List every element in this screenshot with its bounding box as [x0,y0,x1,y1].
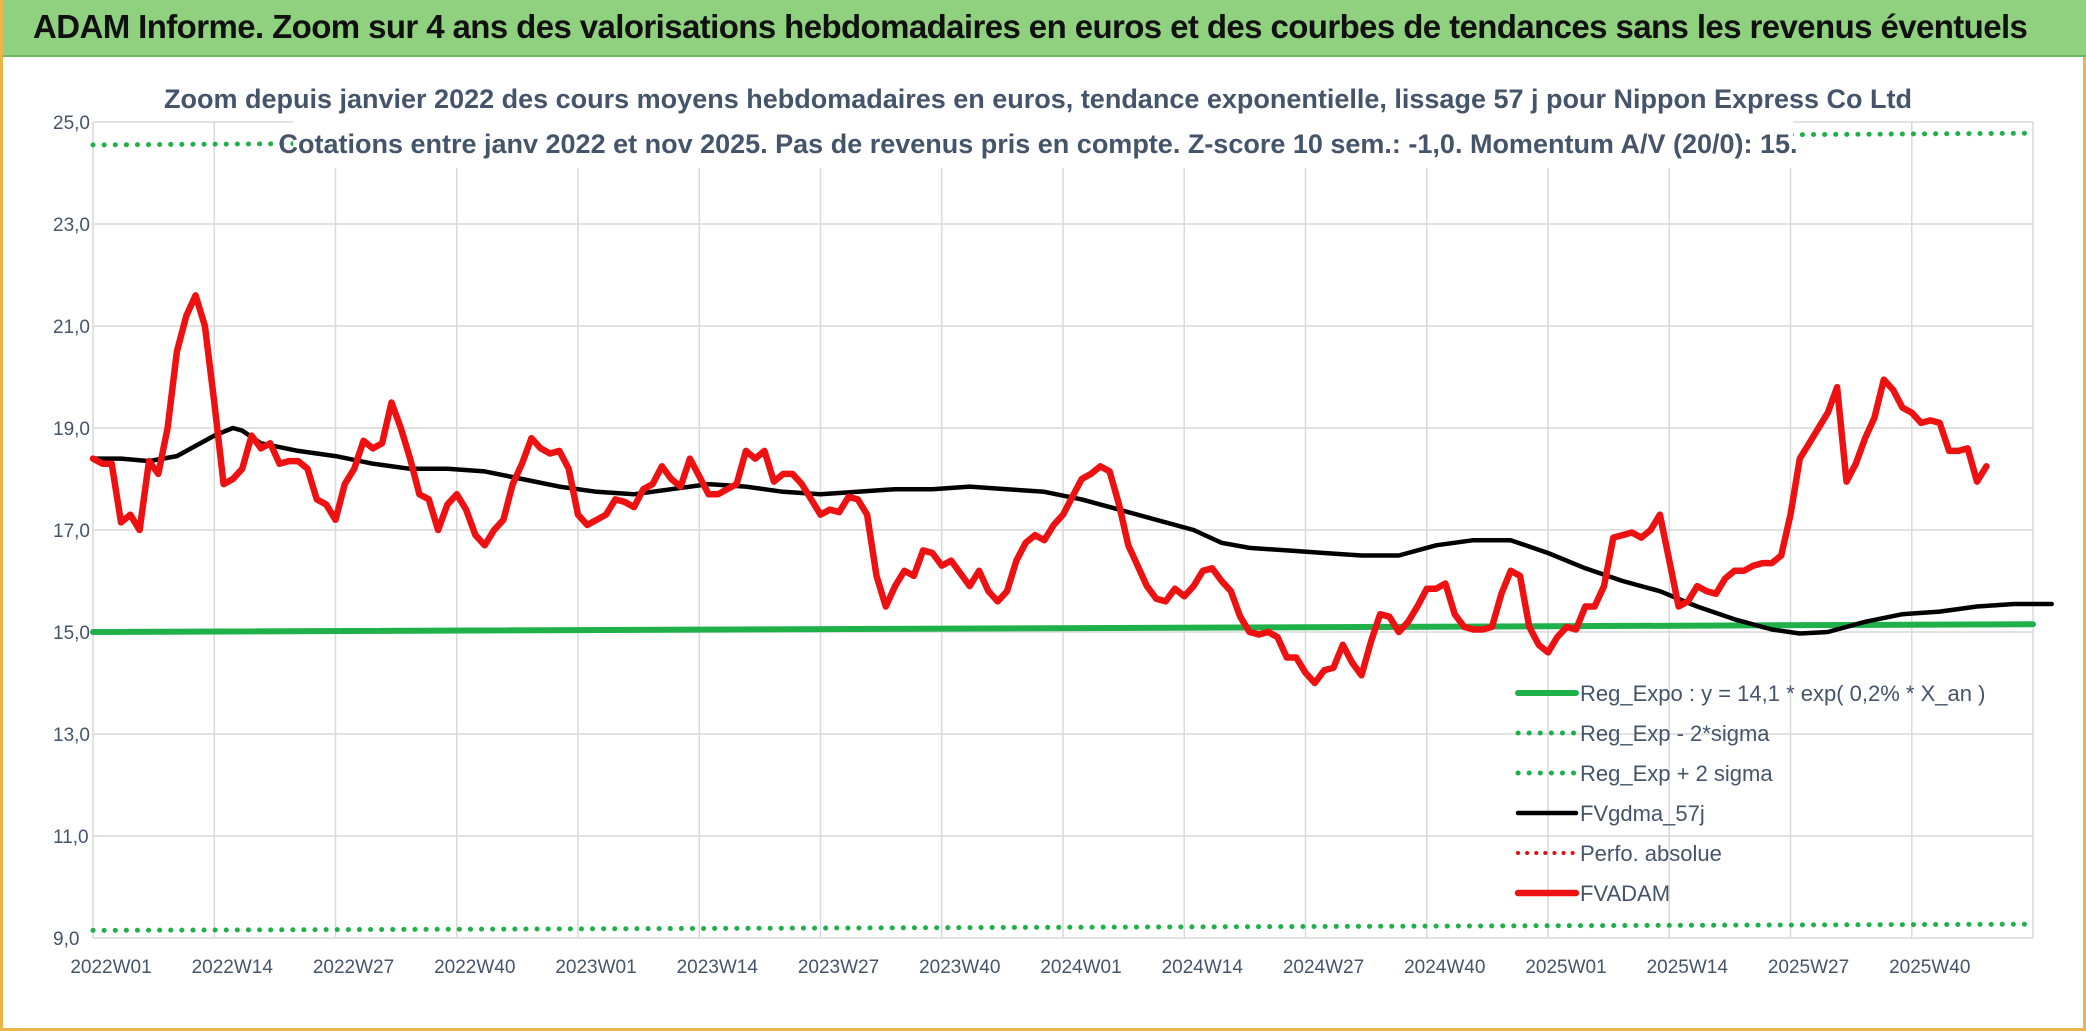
y-tick-label: 11,0 [53,827,89,848]
header-bar: ADAM Informe. Zoom sur 4 ans des valoris… [3,0,2086,57]
legend-label: Reg_Exp + 2 sigma [1580,761,1773,786]
axis-layer: 9,0 11,0 13,0 15,0 17,0 19,0 21,0 23,0 25,0 2022W… [53,113,1970,978]
chart-subtitle-line1: Zoom depuis janvier 2022 des cours moyen… [164,84,1912,114]
grid-layer [92,121,2034,939]
x-tick-label: 2022W40 [434,957,515,978]
legend: Reg_Expo : y = 14,1 * exp( 0,2% * X_an )… [1514,681,1985,906]
series-line-0 [90,621,2036,635]
x-tick-label: 2024W01 [1040,957,1121,978]
x-tick-label: 2024W27 [1283,957,1364,978]
x-tick-label: 2022W27 [313,957,394,978]
y-tick-label: 9,0 [53,929,79,950]
chart-subtitle-line2: Cotations entre janv 2022 et nov 2025. P… [278,129,1797,159]
legend-label: Perfo. absolue [1580,841,1722,866]
legend-label: FVgdma_57j [1580,801,1705,826]
y-tick-label: 21,0 [53,317,90,338]
series-line-5 [89,292,1990,687]
x-tick-label: 2024W14 [1162,957,1244,978]
page-title: ADAM Informe. Zoom sur 4 ans des valoris… [33,8,2028,45]
x-tick-label: 2025W27 [1768,957,1849,978]
x-tick-label: 2022W01 [70,957,151,978]
series-line-1 [90,921,2036,933]
legend-label: Reg_Expo : y = 14,1 * exp( 0,2% * X_an ) [1580,681,1985,706]
y-tick-label: 13,0 [53,725,90,746]
x-tick-label: 2025W01 [1525,957,1606,978]
x-tick-label: 2025W40 [1889,957,1970,978]
y-tick-label: 25,0 [53,113,90,134]
x-tick-label: 2023W14 [677,957,759,978]
y-tick-label: 23,0 [53,215,90,236]
series-layer [89,130,2054,933]
series-line-3 [90,425,2054,636]
x-tick-label: 2022W14 [192,957,274,978]
legend-label: FVADAM [1580,881,1670,906]
chart: 9,0 11,0 13,0 15,0 17,0 19,0 21,0 23,0 25,0 2022W… [53,76,2054,978]
x-tick-label: 2023W01 [555,957,636,978]
y-tick-label: 19,0 [53,419,90,440]
y-tick-label: 15,0 [53,623,90,644]
x-tick-label: 2023W40 [919,957,1000,978]
x-tick-label: 2024W40 [1404,957,1485,978]
legend-label: Reg_Exp - 2*sigma [1580,721,1770,746]
y-tick-label: 17,0 [53,521,90,542]
x-tick-label: 2023W27 [798,957,879,978]
x-tick-label: 2025W14 [1647,957,1729,978]
subtitle-background [293,76,1793,168]
